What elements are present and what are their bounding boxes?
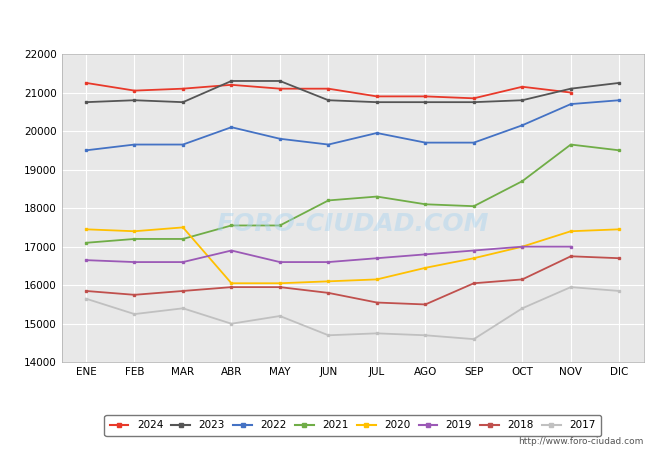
Legend: 2024, 2023, 2022, 2021, 2020, 2019, 2018, 2017: 2024, 2023, 2022, 2021, 2020, 2019, 2018… bbox=[105, 415, 601, 436]
Text: Afiliados en Mairena del Aljarafe a 30/11/2024: Afiliados en Mairena del Aljarafe a 30/1… bbox=[139, 16, 511, 31]
Text: FORO-CIUDAD.COM: FORO-CIUDAD.COM bbox=[216, 212, 489, 235]
Text: http://www.foro-ciudad.com: http://www.foro-ciudad.com bbox=[518, 436, 644, 446]
